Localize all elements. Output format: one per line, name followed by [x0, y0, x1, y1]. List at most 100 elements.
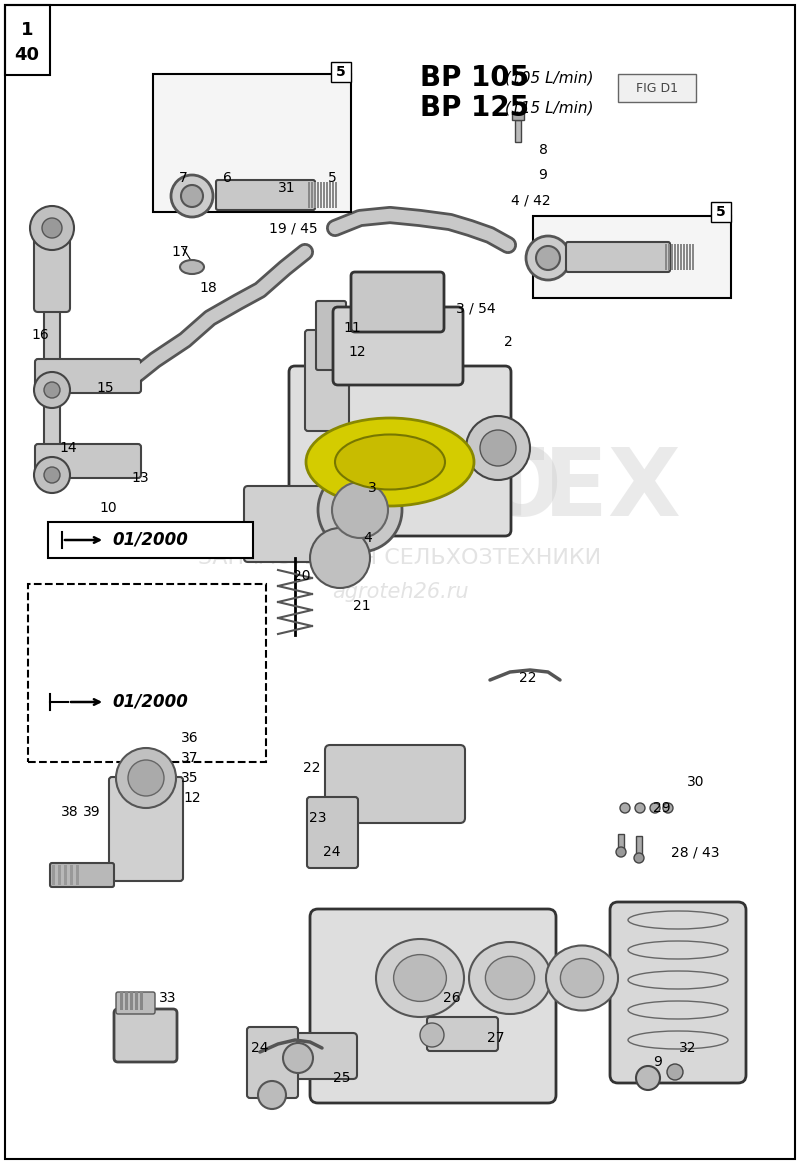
Bar — [515, 120, 521, 142]
Circle shape — [181, 185, 203, 207]
Bar — [680, 244, 682, 270]
Circle shape — [44, 382, 60, 398]
Text: АГРО: АГРО — [280, 443, 563, 535]
Text: 37: 37 — [182, 751, 198, 765]
Text: 4 / 42: 4 / 42 — [511, 193, 551, 207]
Circle shape — [663, 803, 673, 812]
Text: 6: 6 — [222, 171, 231, 185]
Bar — [533, 217, 731, 298]
Text: 24: 24 — [251, 1041, 269, 1055]
Bar — [48, 521, 253, 558]
Circle shape — [620, 803, 630, 812]
Circle shape — [634, 853, 644, 863]
Bar — [326, 182, 327, 208]
Text: 5: 5 — [336, 65, 346, 79]
Bar — [671, 244, 673, 270]
Text: 31: 31 — [278, 180, 296, 196]
Ellipse shape — [376, 939, 464, 1017]
FancyBboxPatch shape — [247, 1027, 298, 1098]
Bar — [683, 244, 685, 270]
Text: 38: 38 — [61, 805, 79, 819]
Text: 21: 21 — [353, 599, 371, 613]
Text: (115 L/min): (115 L/min) — [505, 100, 594, 115]
Circle shape — [128, 760, 164, 796]
Bar — [668, 244, 670, 270]
Bar — [323, 182, 325, 208]
Ellipse shape — [394, 954, 446, 1001]
Text: 24: 24 — [323, 845, 341, 859]
FancyBboxPatch shape — [325, 745, 465, 823]
Circle shape — [667, 1064, 683, 1080]
Circle shape — [616, 847, 626, 857]
Text: 32: 32 — [679, 1041, 697, 1055]
Circle shape — [116, 748, 176, 808]
Bar — [64, 865, 67, 885]
FancyBboxPatch shape — [305, 331, 349, 431]
Text: 40: 40 — [14, 47, 39, 64]
Text: 7: 7 — [178, 171, 187, 185]
Circle shape — [536, 246, 560, 270]
Bar — [618, 833, 624, 852]
Text: ЗАПЧАСТИ ДЛЯ СЕЛЬХОЗТЕХНИКИ: ЗАПЧАСТИ ДЛЯ СЕЛЬХОЗТЕХНИКИ — [198, 548, 602, 568]
Text: 2: 2 — [504, 335, 512, 349]
Text: 5: 5 — [716, 205, 726, 219]
FancyBboxPatch shape — [566, 242, 670, 272]
Text: 11: 11 — [343, 321, 361, 335]
FancyBboxPatch shape — [35, 443, 141, 478]
FancyBboxPatch shape — [116, 992, 155, 1014]
Text: FIG D1: FIG D1 — [636, 81, 678, 94]
Bar — [711, 203, 731, 222]
Bar — [665, 244, 666, 270]
Text: 01/2000: 01/2000 — [112, 693, 188, 711]
Bar — [618, 74, 696, 102]
FancyBboxPatch shape — [610, 902, 746, 1083]
Bar — [317, 182, 318, 208]
Bar — [130, 992, 133, 1010]
Text: 16: 16 — [31, 328, 49, 342]
Ellipse shape — [469, 942, 551, 1014]
Text: 27: 27 — [487, 1031, 505, 1045]
FancyBboxPatch shape — [307, 797, 358, 868]
Text: BP 125: BP 125 — [420, 94, 529, 122]
Circle shape — [34, 372, 70, 409]
Text: 13: 13 — [131, 471, 149, 485]
FancyBboxPatch shape — [333, 307, 463, 385]
FancyBboxPatch shape — [316, 301, 346, 370]
Text: 4: 4 — [364, 531, 372, 545]
Ellipse shape — [180, 260, 204, 274]
Text: 28 / 43: 28 / 43 — [670, 845, 719, 859]
Bar — [674, 244, 675, 270]
Text: 15: 15 — [96, 381, 114, 395]
Bar — [44, 305, 60, 475]
Text: 18: 18 — [199, 281, 217, 294]
Bar — [512, 112, 524, 120]
Bar — [329, 182, 330, 208]
Text: 01/2000: 01/2000 — [112, 531, 188, 549]
Bar — [331, 62, 351, 81]
FancyBboxPatch shape — [244, 487, 362, 562]
Text: 30: 30 — [687, 775, 705, 789]
FancyBboxPatch shape — [427, 1017, 498, 1051]
Text: 9: 9 — [538, 168, 547, 182]
Ellipse shape — [306, 418, 474, 506]
Circle shape — [480, 430, 516, 466]
Circle shape — [310, 528, 370, 588]
Text: 23: 23 — [310, 811, 326, 825]
Text: 14: 14 — [59, 441, 77, 455]
FancyBboxPatch shape — [34, 219, 70, 312]
Bar — [677, 244, 678, 270]
Text: 17: 17 — [171, 244, 189, 260]
Bar — [308, 182, 310, 208]
Bar — [125, 992, 128, 1010]
Circle shape — [466, 416, 530, 480]
Text: 35: 35 — [182, 771, 198, 785]
FancyBboxPatch shape — [274, 1032, 357, 1079]
Text: 26: 26 — [443, 991, 461, 1005]
Bar — [636, 836, 642, 858]
Circle shape — [420, 1023, 444, 1046]
Circle shape — [171, 175, 213, 217]
FancyBboxPatch shape — [310, 909, 556, 1103]
Bar — [58, 865, 61, 885]
Text: 12: 12 — [348, 345, 366, 359]
Text: 10: 10 — [99, 501, 117, 514]
